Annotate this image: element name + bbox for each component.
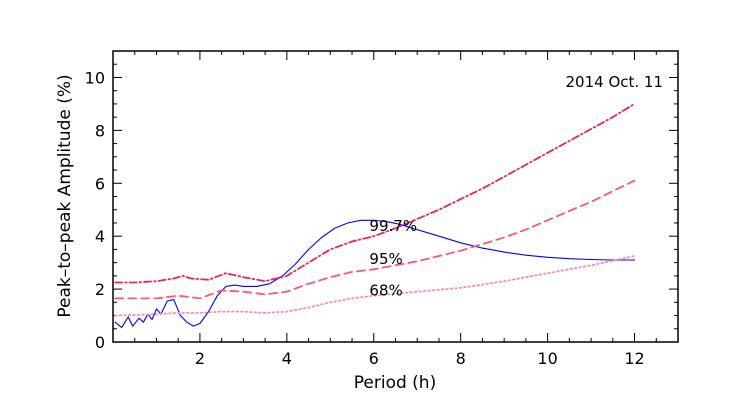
- series-line-2: [114, 179, 636, 300]
- y-tick-label: 4: [95, 227, 105, 246]
- confidence-label: 68%: [369, 282, 402, 300]
- series-line-1: [114, 103, 636, 284]
- y-tick-label: 10: [85, 68, 105, 87]
- y-tick-label: 2: [95, 280, 105, 299]
- y-tick-label: 0: [95, 333, 105, 352]
- confidence-label: 95%: [369, 250, 402, 268]
- y-axis-label: Peak–to–peak Amplitude (%): [55, 74, 75, 317]
- series-line-3: [114, 255, 636, 317]
- series-line-0: [114, 219, 636, 328]
- confidence-label: 99.7%: [369, 217, 417, 235]
- x-tick-label: 6: [369, 349, 379, 368]
- x-tick-label: 8: [456, 349, 466, 368]
- x-tick-label: 10: [537, 349, 557, 368]
- date-annotation: 2014 Oct. 11: [566, 73, 664, 91]
- y-tick-label: 6: [95, 174, 105, 193]
- x-tick-label: 2: [195, 349, 205, 368]
- x-tick-label: 4: [282, 349, 292, 368]
- y-tick-label: 8: [95, 121, 105, 140]
- x-axis-label: Period (h): [354, 373, 436, 393]
- x-tick-label: 12: [624, 349, 644, 368]
